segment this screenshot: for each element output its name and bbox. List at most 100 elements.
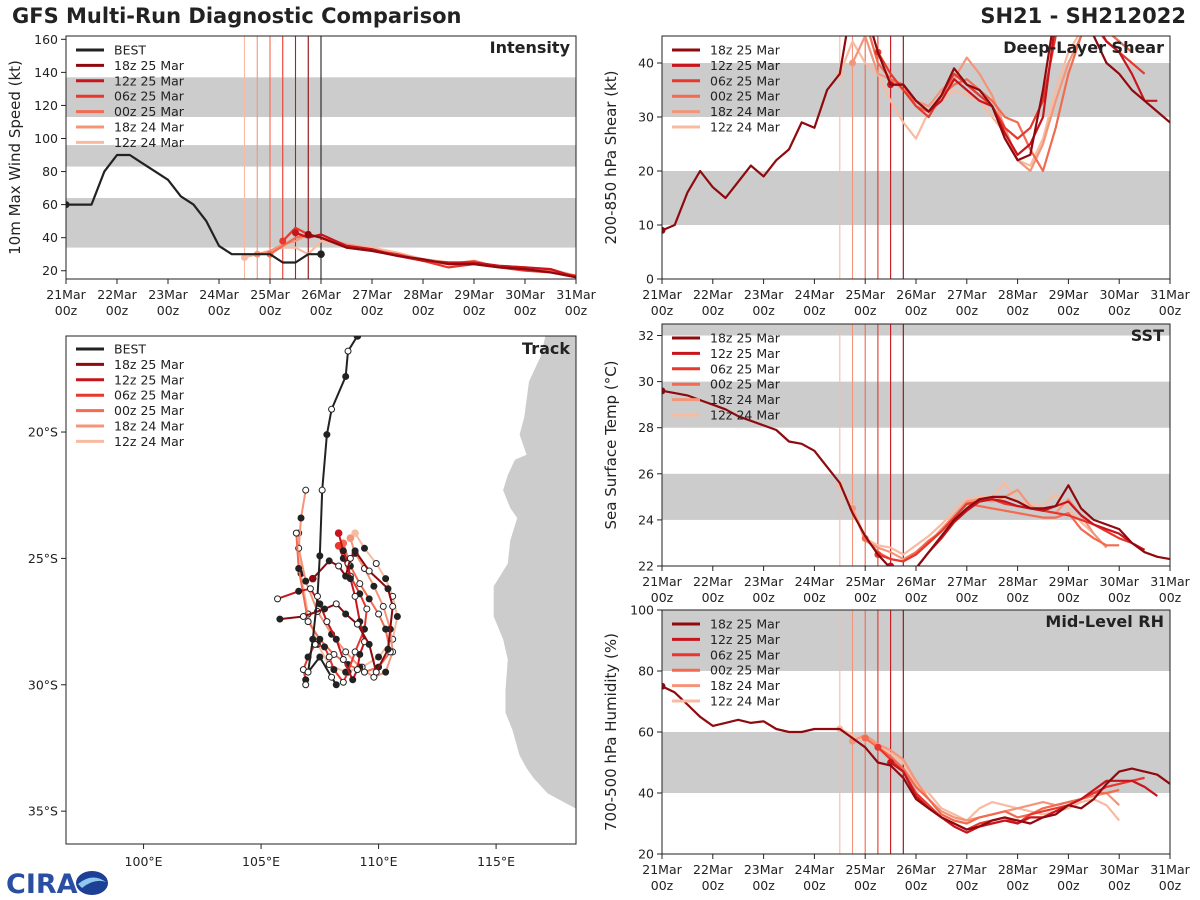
rh-xtick-label-hour: 00z [752,878,775,893]
track-point-06z-25-mar [302,681,310,689]
track-point-18z-25-mar [335,562,343,570]
sst-xtick-label: 25Mar [845,574,885,589]
sst-legend-label-18z-25-mar: 18z 25 Mar [710,331,781,346]
shear-legend-label-06z-25-mar: 06z 25 Mar [710,73,781,88]
sst-xtick-label-hour: 00z [1159,590,1182,605]
track-point-18z-24-mar [382,668,390,676]
track-point-18z-25-mar [351,547,359,555]
rh-series-18z-25-mar [662,685,1170,831]
track-point-best [342,372,350,380]
shear-panel-title: Deep-Layer Shear [1003,38,1164,57]
track-panel-title: Track [522,339,570,358]
rh-xtick-label: 25Mar [845,862,885,877]
sst-xtick-label-hour: 00z [702,590,725,605]
shear-xtick-label: 24Mar [795,287,835,302]
shear-xtick-label-hour: 00z [702,303,725,318]
shear-init-marker-18z-25-mar [662,226,666,234]
track-point-18z-25-mar [384,585,392,593]
track-point-00z-25-mar [304,618,312,626]
sst-xtick-label-hour: 00z [1108,590,1131,605]
shear-xtick-label-hour: 00z [752,303,775,318]
sst-xtick-label: 30Mar [1099,574,1139,589]
intensity-xtick-label: 26Mar [301,287,341,302]
track-point-best [328,673,336,681]
track-point-best [316,653,324,661]
track-start-12z-24-mar [351,529,359,537]
track-point-18z-24-mar [302,577,310,585]
shear-xtick-label: 25Mar [845,287,885,302]
intensity-xtick-label-hour: 00z [412,303,435,318]
sst-ytick-label: 28 [638,420,654,435]
australia-landmass [493,336,576,809]
intensity-xtick-label-hour: 00z [106,303,129,318]
track-point-best [313,592,321,600]
intensity-best-current-marker [317,250,325,259]
shear-xtick-label-hour: 00z [905,303,928,318]
sst-xtick-label: 28Mar [998,574,1038,589]
intensity-xtick-label-hour: 00z [55,303,78,318]
intensity-legend-label-12z-24-mar: 12z 24 Mar [114,135,185,150]
rh-legend-label-12z-24-mar: 12z 24 Mar [710,694,781,709]
rh-legend-label-00z-25-mar: 00z 25 Mar [710,663,781,678]
intensity-xtick-label: 24Mar [199,287,239,302]
intensity-xtick-label-hour: 00z [310,303,333,318]
intensity-init-marker-12z-25-mar [292,229,299,237]
rh-plot-area [662,610,1170,854]
sst-init-marker-18z-25-mar [662,387,666,395]
rh-xtick-label: 21Mar [642,862,682,877]
track-point-18z-25-mar [342,572,350,580]
shear-xtick-label: 27Mar [947,287,987,302]
track-xtick-label: 110°E [360,854,398,869]
shear-xtick-label: 22Mar [693,287,733,302]
track-point-18z-24-mar [379,602,387,610]
rh-xtick-label-hour: 00z [702,878,725,893]
track-ytick-label: 20°S [28,425,58,440]
intensity-plot-area [66,36,576,279]
sst-xtick-label-hour: 00z [1057,590,1080,605]
intensity-ytick-label: 140 [34,65,58,80]
rh-band-1 [662,610,1170,671]
intensity-series-12z-25-mar [295,231,576,279]
track-point-best [316,552,324,560]
track-ytick-label: 35°S [28,804,58,819]
shear-ytick-label: 30 [638,110,654,125]
shear-xtick-label: 31Mar [1150,287,1190,302]
track-point-00z-25-mar [356,580,364,588]
sst-xtick-label: 21Mar [642,574,682,589]
track-point-best [344,347,352,355]
sst-legend-label-06z-25-mar: 06z 25 Mar [710,361,781,376]
track-point-00z-25-mar [292,529,300,537]
rh-xtick-label: 23Mar [744,862,784,877]
track-legend-label-best: BEST [114,342,146,357]
sst-xtick-label: 29Mar [1049,574,1089,589]
track-point-12z-25-mar [353,666,361,674]
track-start-18z-24-mar [346,534,355,542]
track-point-00z-25-mar [375,610,383,618]
shear-legend-label-12z-25-mar: 12z 25 Mar [710,58,781,73]
shear-xtick-label: 28Mar [998,287,1038,302]
track-point-12z-25-mar [356,650,364,658]
track-frame [65,335,577,845]
track-point-best [309,635,317,643]
intensity-xtick-label: 28Mar [403,287,443,302]
track-point-18z-25-mar [325,557,333,565]
sst-series-06z-25-mar [877,498,1133,563]
track-xtick-label: 105°E [242,854,280,869]
rh-legend-label-12z-25-mar: 12z 25 Mar [710,632,781,647]
intensity-legend-label-18z-25-mar: 18z 25 Mar [114,58,185,73]
track-point-18z-25-mar [365,640,373,648]
rh-ytick-label: 80 [638,664,654,679]
sst-xtick-label-hour: 00z [803,590,826,605]
intensity-series-best [66,153,321,264]
track-point-00z-25-mar [365,595,373,603]
shear-xtick-label-hour: 00z [1006,303,1029,318]
panel-shear: 01020304021Mar00z22Mar00z23Mar00z24Mar00… [602,35,1191,318]
shear-xtick-label: 30Mar [1099,287,1139,302]
track-point-best [328,405,336,413]
sst-ytick-label: 30 [638,374,654,389]
shear-xtick-label-hour: 00z [1159,303,1182,318]
track-point-18z-25-mar [365,567,373,575]
track-point-00z-25-mar [382,625,390,633]
